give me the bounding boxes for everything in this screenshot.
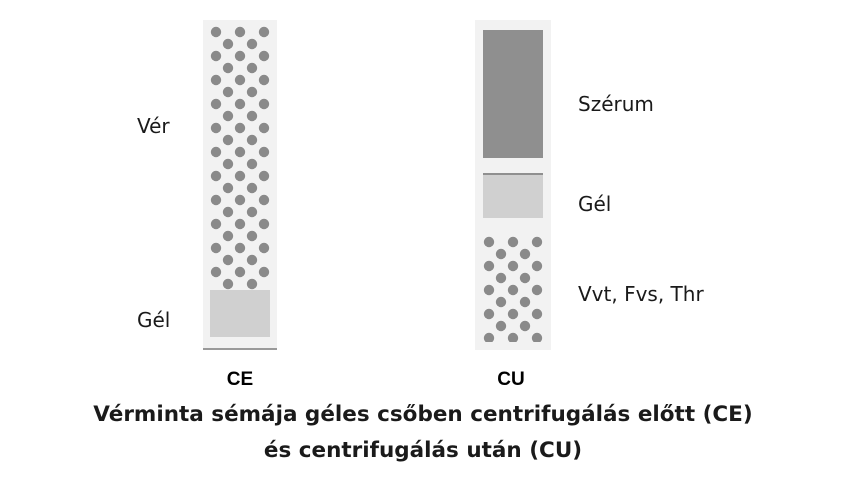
ce-gel-layer bbox=[210, 290, 270, 337]
tube-ce-name: CE bbox=[226, 369, 254, 390]
cu-separator-line bbox=[483, 173, 543, 175]
label-ce-blood: Vér bbox=[137, 114, 170, 138]
label-ce-gel: Gél bbox=[137, 308, 171, 332]
caption-line-1: Vérminta sémája géles csőben centrifugál… bbox=[93, 402, 753, 427]
label-cu-gel: Gél bbox=[578, 192, 612, 216]
caption-line-2: és centrifugálás után (CU) bbox=[263, 438, 583, 463]
tube-ce bbox=[203, 20, 277, 350]
label-cu-serum: Szérum bbox=[578, 92, 654, 116]
cu-serum-layer bbox=[483, 30, 543, 158]
label-cu-cells: Vvt, Fvs, Thr bbox=[578, 282, 704, 306]
cu-cells-layer bbox=[483, 236, 543, 342]
ce-blood-layer bbox=[210, 26, 270, 298]
tube-cu bbox=[475, 20, 551, 350]
cu-gel-layer bbox=[483, 175, 543, 218]
ce-tube-bottom-line bbox=[203, 348, 277, 350]
tube-cu-name: CU bbox=[497, 369, 525, 390]
